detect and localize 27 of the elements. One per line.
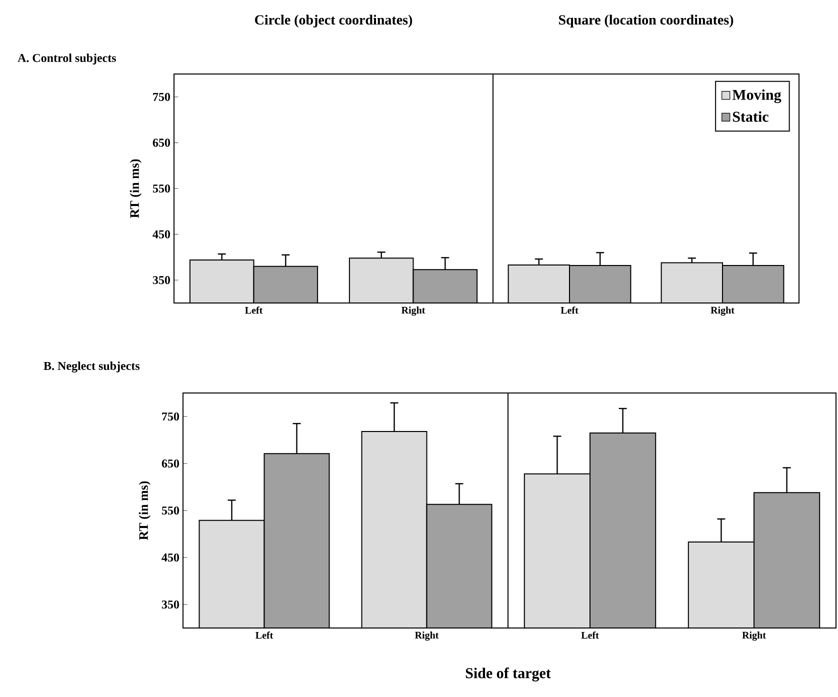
y-axis-title: RT (in ms) (138, 481, 151, 540)
x-tick-label: Right (401, 306, 426, 316)
y-axis-title: RT (in ms) (130, 159, 142, 218)
x-tick-label: Right (414, 632, 439, 641)
x-tick-label: Left (581, 632, 599, 639)
y-tick-label: 750 (162, 412, 180, 421)
chart-title: Circle (object coordinates) (255, 14, 412, 28)
y-tick-label: 650 (152, 138, 170, 147)
y-tick-label: 450 (152, 230, 170, 238)
x-axis-title: Side of target (466, 668, 551, 682)
x-tick-label: Left (560, 306, 578, 314)
x-tick-label: Right (710, 306, 734, 316)
y-tick-label: 750 (153, 92, 170, 101)
x-tick-label: Right (742, 632, 766, 641)
y-tick-label: 350 (162, 600, 180, 609)
y-tick-label: 550 (162, 506, 180, 515)
y-tick-label: 450 (162, 553, 180, 562)
y-tick-label: 650 (162, 459, 180, 468)
text: B. Neglect subjects (44, 361, 140, 372)
x-tick-label: Left (245, 306, 263, 314)
x-tick-label: Left (256, 632, 274, 639)
y-tick-label: 550 (152, 184, 170, 193)
y-tick-label: 350 (152, 276, 170, 284)
text: A. Control subjects (18, 54, 116, 64)
legend-label: Static (732, 111, 768, 122)
chart-title: Square (location coordinates) (559, 14, 734, 28)
legend-label: Moving (732, 89, 782, 104)
